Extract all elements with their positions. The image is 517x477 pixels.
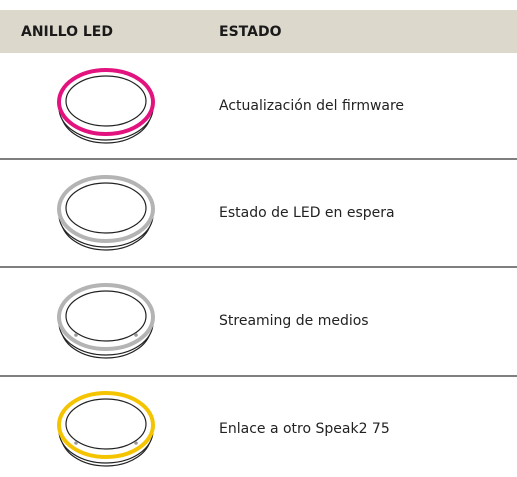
speaker-top xyxy=(65,182,147,234)
speaker-icon xyxy=(57,391,155,467)
speaker-dot xyxy=(134,441,138,445)
speaker-top xyxy=(65,290,147,342)
speaker-icon xyxy=(57,175,155,251)
speaker-dot xyxy=(74,333,78,337)
speaker-top xyxy=(65,398,147,450)
status-text: Estado de LED en espera xyxy=(219,205,395,221)
speaker-top xyxy=(65,75,147,127)
header-cell: ESTADO xyxy=(219,24,282,40)
status-text: Actualización del firmware xyxy=(219,98,404,114)
header-bar xyxy=(0,10,517,53)
speaker-icon xyxy=(57,68,155,144)
header-cell: ANILLO LED xyxy=(21,24,113,40)
speaker-icon xyxy=(57,283,155,359)
speaker-dot xyxy=(74,441,78,445)
rows: Actualización del firmware Estado de LED … xyxy=(57,68,404,467)
status-text: Streaming de medios xyxy=(219,313,369,329)
status-text: Enlace a otro Speak2 75 xyxy=(219,421,390,437)
speaker-dot xyxy=(134,333,138,337)
